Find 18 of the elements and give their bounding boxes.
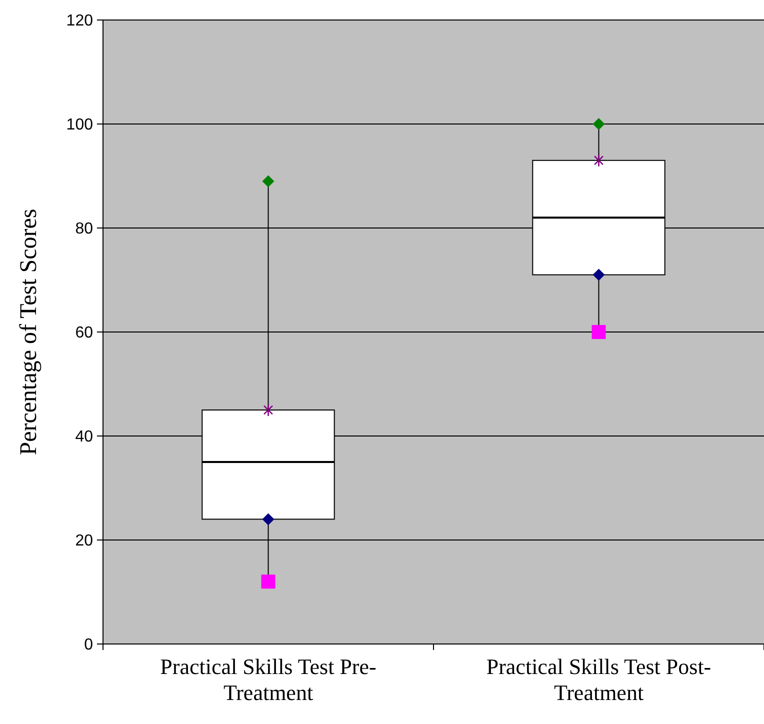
point xyxy=(592,325,606,339)
point xyxy=(592,268,605,281)
y-tick-label: 120 xyxy=(66,12,94,30)
point xyxy=(261,574,276,589)
y-tick-label: 100 xyxy=(66,116,94,134)
y-axis-title: Percentage of Test Scores xyxy=(16,208,42,456)
point xyxy=(262,513,274,526)
x-tick-label: Practical Skills Test Pre-Treatment xyxy=(160,654,376,705)
x-tick-label: Practical Skills Test Post-Treatment xyxy=(486,654,712,705)
point xyxy=(592,118,605,130)
y-tick-label: 80 xyxy=(75,220,94,238)
y-tick-label: 0 xyxy=(84,636,94,654)
y-tick-label: 40 xyxy=(75,428,94,446)
point xyxy=(263,403,274,417)
point xyxy=(262,175,274,188)
y-tick-label: 20 xyxy=(75,532,94,550)
y-tick-label: 60 xyxy=(75,324,94,342)
point xyxy=(594,154,604,168)
